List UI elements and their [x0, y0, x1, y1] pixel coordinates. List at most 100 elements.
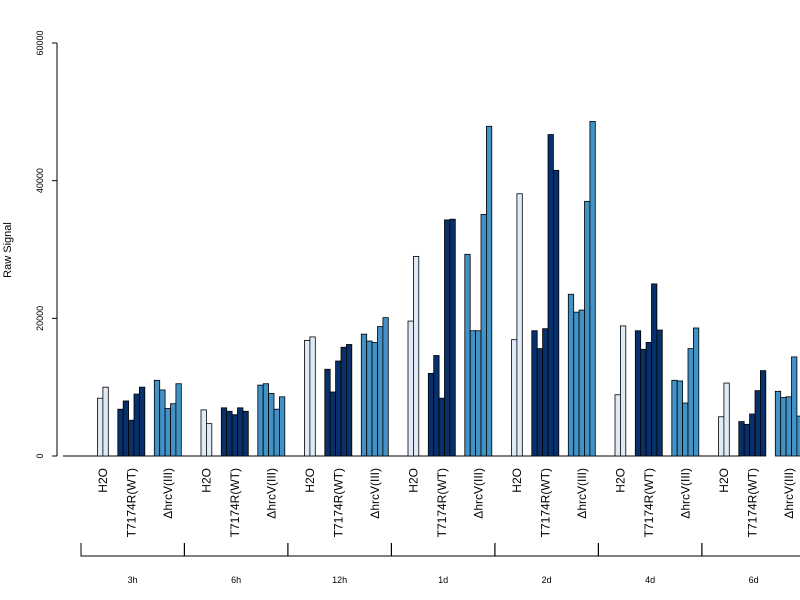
group-label: H2O: [613, 468, 627, 493]
bar: [620, 325, 627, 457]
group-label: H2O: [199, 468, 213, 493]
group-label: H2O: [510, 468, 524, 493]
group-label: T7174R(WT): [538, 468, 552, 537]
bar: [760, 370, 767, 457]
bar: [536, 348, 544, 457]
timepoint-label: 12h: [332, 575, 347, 585]
bar: [651, 283, 658, 457]
bar: [122, 400, 129, 457]
bar: [449, 218, 456, 457]
bar: [268, 392, 275, 457]
bar: [578, 309, 585, 457]
group-label: ΔhrcV(III): [678, 468, 692, 519]
bar: [547, 134, 554, 457]
timepoint-bracket: [598, 543, 703, 557]
bar: [749, 413, 756, 457]
timepoint-label: 3h: [128, 575, 138, 585]
bar: [164, 408, 171, 457]
y-tick-label: 60000: [35, 30, 45, 55]
bar: [687, 348, 694, 457]
bar: [516, 193, 523, 457]
bar: [309, 336, 316, 457]
bar: [133, 393, 140, 457]
group-label: T7174R(WT): [124, 468, 138, 537]
bar: [220, 407, 228, 457]
timepoint-bracket: [287, 543, 392, 557]
bar: [723, 382, 730, 457]
bar: [511, 339, 518, 457]
bar: [444, 219, 451, 457]
group-label: T7174R(WT): [435, 468, 449, 537]
bar: [128, 419, 135, 457]
bar: [433, 355, 440, 457]
bar: [464, 253, 471, 457]
group-label: ΔhrcV(III): [368, 468, 382, 519]
bar: [407, 320, 414, 457]
bar: [117, 408, 124, 457]
bar: [754, 390, 761, 457]
bar: [475, 330, 482, 457]
timepoint-label: 1d: [438, 575, 448, 585]
bar: [377, 326, 384, 457]
group-label: T7174R(WT): [331, 468, 345, 537]
bar: [382, 317, 389, 457]
bar: [340, 346, 347, 457]
y-tick-label: 0: [35, 453, 45, 458]
bar: [531, 330, 538, 457]
bar: [324, 368, 331, 457]
labels-layer: H2O T7174R(WT) ΔhrcV(III) 3h H2O T7174R(WT) Δh…: [80, 468, 800, 585]
bar: [542, 328, 549, 457]
bar: [485, 125, 493, 457]
bar: [780, 397, 787, 457]
y-axis-title: Raw Signal: [2, 222, 14, 278]
bar: [785, 396, 792, 457]
bar: [584, 200, 591, 457]
bar: [335, 360, 342, 457]
bar: [153, 379, 161, 457]
bar: [205, 423, 213, 457]
group-label: H2O: [406, 468, 420, 493]
timepoint-bracket: [701, 543, 800, 557]
timepoint-label: 4d: [645, 575, 655, 585]
group-label: ΔhrcV(III): [575, 468, 589, 519]
bar: [791, 356, 798, 457]
bar: [656, 329, 663, 457]
timepoint-label: 6d: [749, 575, 759, 585]
bar: [175, 383, 182, 457]
bar: [614, 394, 621, 457]
group-label: H2O: [717, 468, 731, 493]
timepoint-label: 2d: [542, 575, 552, 585]
group-label: H2O: [96, 468, 110, 493]
y-tick-label: 40000: [35, 168, 45, 193]
y-tick-label: 20000: [35, 306, 45, 331]
bar: [304, 339, 311, 457]
bar: [242, 410, 249, 457]
bar: [231, 414, 238, 457]
bar: [682, 402, 689, 457]
bar: [718, 416, 725, 457]
bar: [640, 348, 647, 457]
bar: [262, 383, 270, 457]
timepoint-bracket: [494, 543, 599, 557]
timepoint-label: 6h: [231, 575, 241, 585]
bar: [469, 330, 477, 457]
bar: [159, 389, 166, 457]
timepoint-bracket: [184, 543, 289, 557]
bar: [366, 340, 373, 457]
bar: [226, 410, 233, 457]
bar: [738, 421, 745, 457]
group-label: ΔhrcV(III): [264, 468, 278, 519]
bar: [345, 344, 353, 457]
group-label: T7174R(WT): [642, 468, 656, 537]
group-label: T7174R(WT): [228, 468, 242, 537]
bars-layer: [97, 121, 800, 457]
bar: [329, 391, 337, 457]
group-label: ΔhrcV(III): [161, 468, 175, 519]
bar: [237, 407, 244, 457]
bar: [676, 380, 684, 457]
bar: [480, 213, 487, 457]
bar: [693, 327, 700, 457]
group-label: ΔhrcV(III): [471, 468, 485, 519]
bar: [360, 333, 368, 457]
